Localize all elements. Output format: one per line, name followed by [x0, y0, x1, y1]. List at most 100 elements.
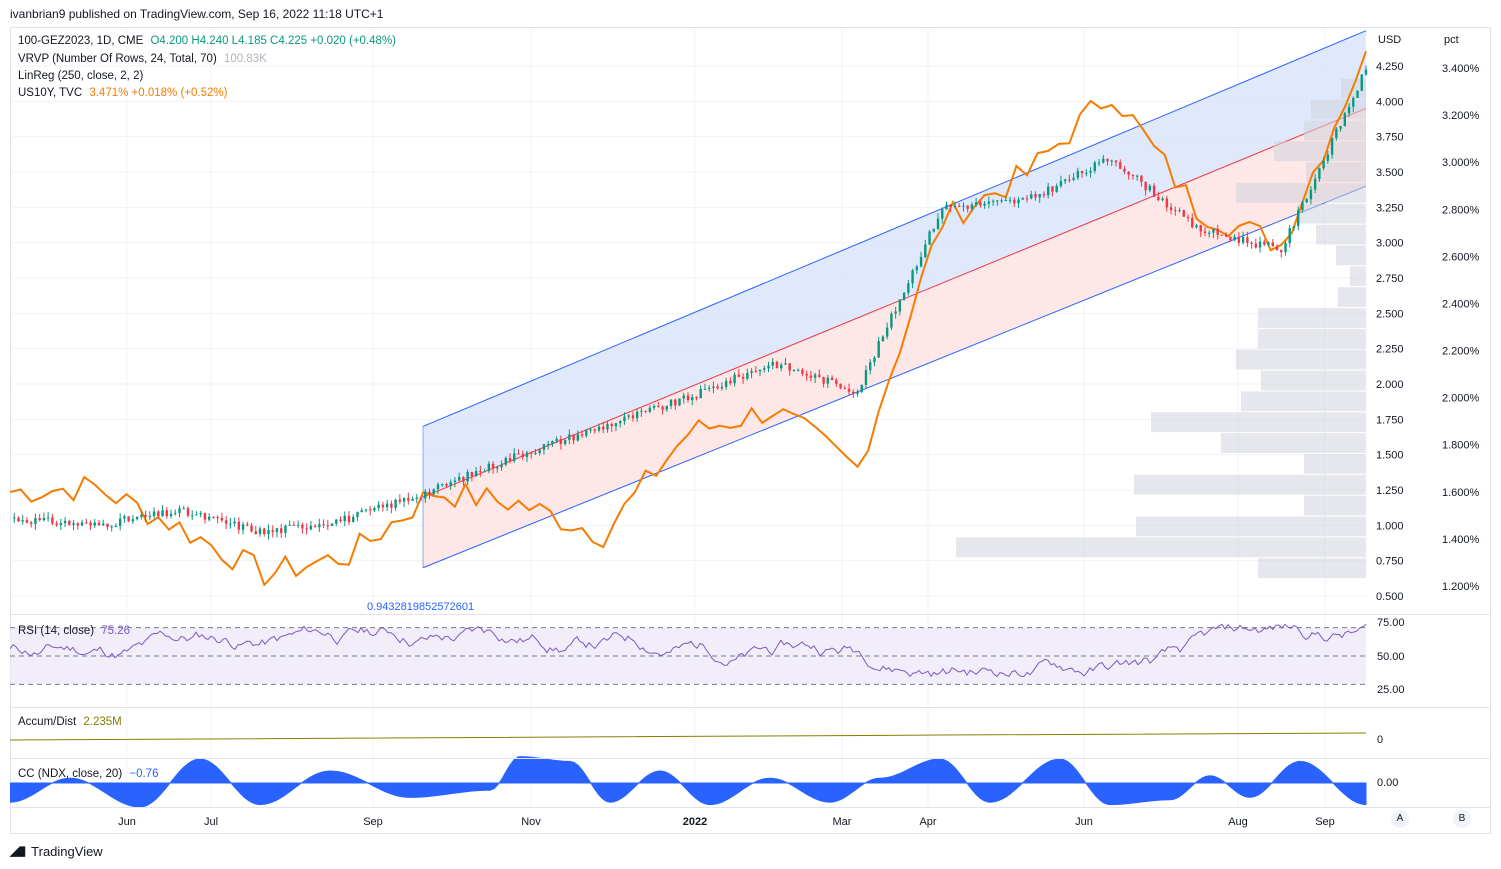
linreg-mid-line — [422, 107, 1367, 498]
candle-body — [13, 517, 16, 519]
candle-body — [224, 520, 228, 524]
usd-tick-label: 1.000 — [1376, 520, 1404, 532]
candle-body — [352, 517, 355, 523]
volume-profile-bar — [1298, 203, 1366, 224]
candle-body — [856, 391, 859, 394]
candle-body — [784, 363, 787, 365]
candle-body — [72, 523, 75, 525]
volume-profile-bar — [1306, 162, 1366, 182]
pct-tick-label: 2.800% — [1442, 204, 1480, 216]
candle-body — [63, 520, 67, 524]
auto-scale-button[interactable]: A — [1391, 810, 1409, 828]
candle-body — [983, 203, 986, 206]
candle-body — [576, 434, 580, 441]
us10y-values: 3.471% +0.018% (+0.52%) — [89, 87, 228, 99]
candle-body — [864, 370, 868, 385]
candle-body — [1000, 200, 1003, 202]
candle-body — [229, 523, 232, 525]
candle-body — [661, 406, 664, 410]
candle-body — [945, 204, 948, 210]
candle-body — [118, 518, 122, 526]
pct-tick-label: 1.200% — [1442, 581, 1480, 593]
accum-legend: Accum/Dist 2.235M — [18, 716, 126, 728]
time-tick-label: Jul — [204, 816, 218, 828]
candle-body — [1343, 113, 1347, 127]
candle-body — [1263, 241, 1266, 245]
candle-body — [1305, 199, 1308, 203]
volume-profile-bar — [1304, 120, 1366, 141]
candle-body — [1360, 74, 1363, 91]
candle-body — [911, 270, 914, 284]
tradingview-logo[interactable]: ◢▮ TradingView — [10, 843, 103, 859]
main-legend-symbol: 100-GEZ2023, 1D, CME O4.200 H4.240 L4.18… — [18, 35, 400, 47]
candle-body — [644, 410, 647, 412]
candle-body — [1233, 236, 1236, 241]
candle-body — [1148, 185, 1152, 191]
main-chart-svg[interactable]: 4.250 4.000 3.750 3.500 3.250 3.000 2.750 2.500… — [10, 28, 1491, 834]
candle-body — [741, 376, 745, 379]
candle-body — [339, 519, 342, 522]
candle-body — [394, 499, 397, 508]
linreg-lower-line — [422, 185, 1367, 569]
candle-body — [1309, 189, 1313, 200]
volume-profile-bar — [1236, 182, 1366, 203]
candle-body — [1186, 216, 1190, 218]
candle-body — [280, 528, 283, 533]
candle-body — [958, 206, 961, 208]
candle-body — [691, 397, 694, 401]
pane-separator[interactable] — [10, 614, 1491, 615]
candle-body — [1119, 162, 1122, 169]
symbol-label: 100-GEZ2023, 1D, CME — [18, 35, 144, 47]
candle-body — [131, 519, 135, 522]
candle-body — [462, 476, 465, 482]
usd-tick-label: 1.250 — [1376, 485, 1404, 497]
candle-body — [924, 244, 927, 257]
pane-separator[interactable] — [10, 707, 1491, 708]
candle-body — [885, 327, 889, 337]
candle-body — [254, 531, 257, 535]
candle-body — [1356, 90, 1359, 98]
candle-body — [1250, 242, 1253, 244]
log-scale-button[interactable]: B — [1453, 810, 1471, 828]
usd-tick-label: 3.500 — [1376, 167, 1404, 179]
candle-body — [720, 386, 724, 389]
pct-axis-title: pct — [1444, 34, 1459, 46]
candle-body — [1135, 175, 1139, 177]
candle-body — [284, 525, 287, 533]
volume-profile-bar — [1336, 245, 1366, 266]
candle-body — [322, 524, 325, 526]
candle-body — [699, 388, 702, 399]
usd-tick-label: 1.500 — [1376, 450, 1404, 462]
candle-body — [907, 283, 910, 293]
pct-tick-label: 1.800% — [1442, 440, 1480, 452]
candle-body — [347, 515, 351, 523]
candle-body — [1169, 207, 1173, 211]
candle-body — [106, 523, 109, 528]
candle-body — [203, 513, 207, 520]
candle-body — [51, 517, 54, 524]
candle-body — [780, 364, 783, 369]
candle-body — [271, 530, 274, 532]
candle-body — [21, 520, 24, 522]
candle-body — [801, 369, 804, 374]
candle-body — [1046, 186, 1050, 196]
candle-body — [1089, 170, 1092, 173]
candle-body — [195, 514, 198, 516]
candle-body — [1208, 232, 1211, 234]
candle-body — [330, 523, 334, 526]
usd-tick-label: 0.500 — [1376, 591, 1404, 603]
volume-profile-bar — [1316, 224, 1366, 245]
candle-body — [483, 471, 486, 473]
candle-body — [309, 525, 313, 530]
usd-tick-label: 4.000 — [1376, 96, 1404, 108]
candle-body — [521, 453, 524, 458]
usd-tick-label: 2.500 — [1376, 308, 1404, 320]
candle-body — [1326, 154, 1330, 161]
candle-body — [474, 471, 478, 477]
pane-separator — [10, 807, 1491, 808]
candle-body — [144, 514, 147, 517]
pane-separator[interactable] — [10, 758, 1491, 759]
candle-body — [301, 524, 304, 529]
volume-profile-bar — [956, 537, 1366, 558]
candle-body — [123, 516, 126, 519]
